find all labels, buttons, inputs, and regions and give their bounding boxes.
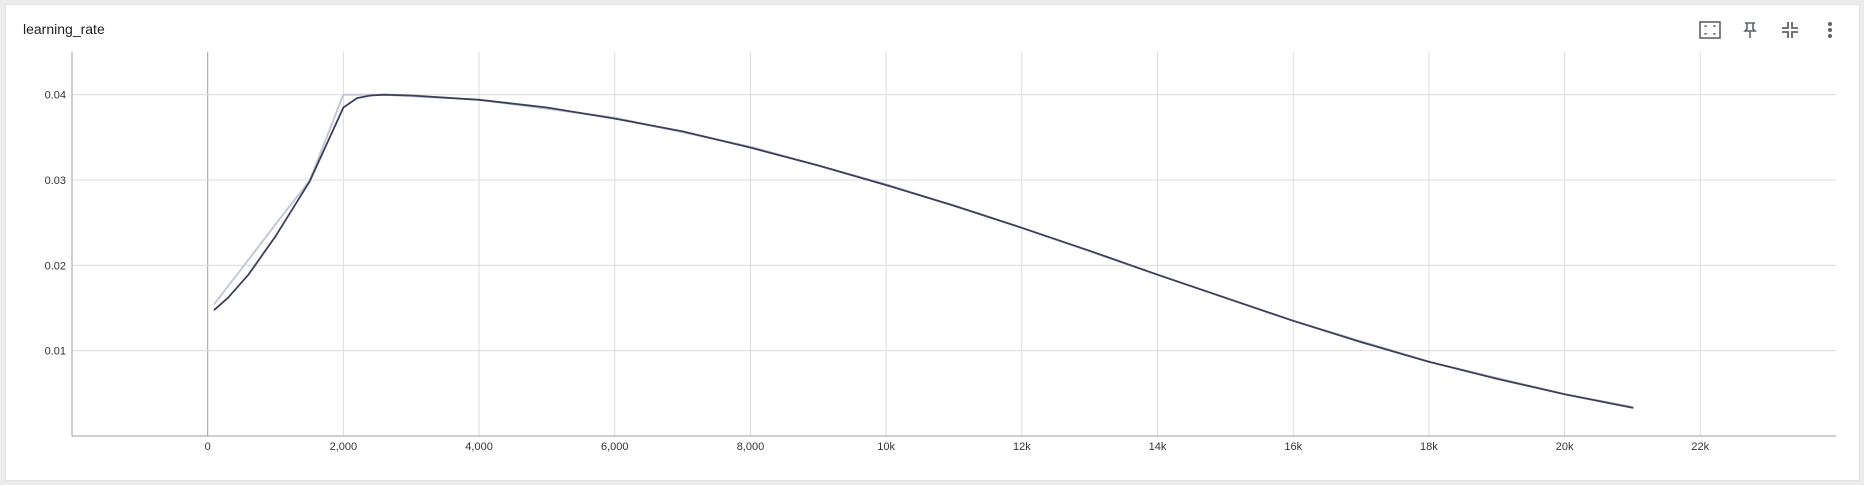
more-options-button[interactable] [1819,19,1841,41]
fit-domain-icon [1699,21,1721,39]
tick-labels: 0 2,000 4,000 6,000 8,000 10k 12k 14k 16k 18k 20k 2… [45,90,1710,453]
y-tick-label: 0.03 [45,175,66,187]
chart-title: learning_rate [23,21,105,37]
x-tick-label: 22k [1691,441,1709,453]
grid-lines [72,52,1836,436]
y-tick-label: 0.01 [45,346,66,358]
x-tick-label: 10k [877,441,895,453]
y-tick-label: 0.04 [45,90,66,102]
chart-toolbar [1699,19,1841,41]
collapse-icon [1782,22,1798,38]
pin-icon [1743,22,1757,38]
x-tick-label: 8,000 [737,441,765,453]
smoothed-series-line[interactable] [213,93,1634,409]
x-tick-label: 18k [1420,441,1438,453]
collapse-button[interactable] [1779,19,1801,41]
x-tick-label: 14k [1149,441,1167,453]
x-tick-label: 4,000 [465,441,493,453]
fit-domain-button[interactable] [1699,19,1721,41]
x-tick-label: 20k [1556,441,1574,453]
chart-card: learning_rate [5,4,1860,481]
x-tick-label: 2,000 [330,441,358,453]
more-vert-icon [1828,22,1832,38]
axes [71,52,1836,437]
raw-series-line[interactable] [213,93,1634,408]
pin-button[interactable] [1739,19,1761,41]
x-tick-label: 16k [1284,441,1302,453]
series-lines [213,93,1634,409]
x-tick-label: 6,000 [601,441,629,453]
x-tick-label: 0 [205,441,211,453]
x-tick-label: 12k [1013,441,1031,453]
y-tick-label: 0.02 [45,260,66,272]
